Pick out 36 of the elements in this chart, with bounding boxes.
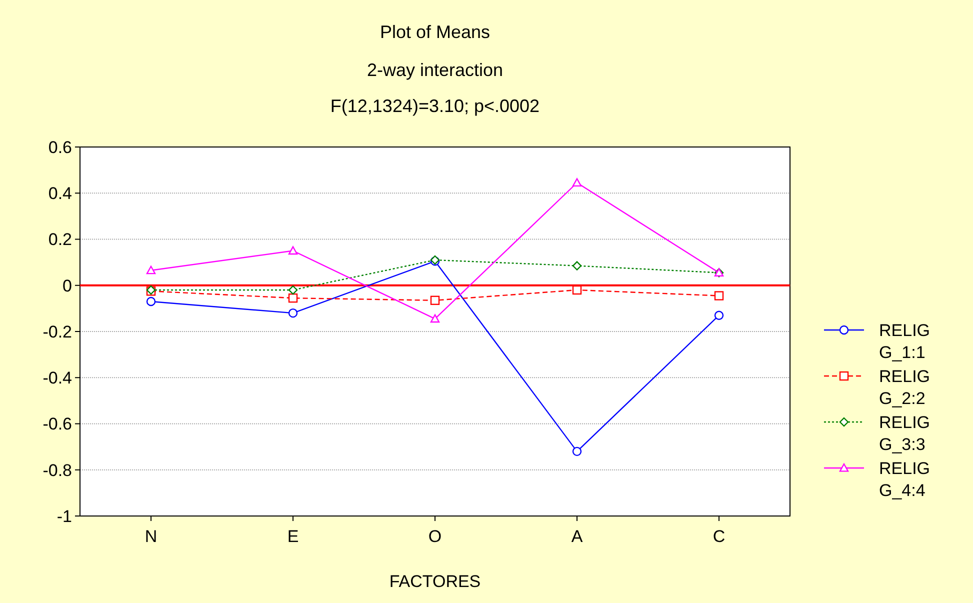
y-tick-label: 0.2 <box>48 230 72 250</box>
y-tick-label: 0.4 <box>48 184 72 204</box>
point <box>288 293 298 303</box>
legend-label: RELIG G_2:2 <box>879 366 930 408</box>
y-tick-label: -0.4 <box>42 368 72 388</box>
y-tick-label: 0.6 <box>48 138 72 157</box>
point <box>430 296 440 305</box>
point <box>714 291 724 300</box>
x-tick-label: N <box>144 527 158 546</box>
point <box>572 446 582 456</box>
chart-subtitle: 2-way interaction <box>366 60 504 80</box>
x-tick-label: O <box>428 527 442 546</box>
point <box>288 246 298 255</box>
x-tick-label: E <box>287 527 299 546</box>
legend-label: RELIG G_1:1 <box>879 320 930 362</box>
chart-title: Plot of Means <box>380 22 490 42</box>
text: F(12,1324)=3.10; p<.0002 <box>330 96 540 116</box>
y-tick-label: 0 <box>62 276 72 296</box>
legend-label: RELIG G_4:4 <box>879 458 930 500</box>
point <box>430 314 440 323</box>
point <box>572 178 582 187</box>
legend-label: RELIG G_3:3 <box>879 412 930 454</box>
y-tick-label: -0.2 <box>42 322 72 342</box>
point <box>146 296 156 306</box>
point <box>572 261 582 270</box>
point <box>572 285 582 295</box>
x-tick-label: C <box>712 527 726 546</box>
point <box>288 285 298 295</box>
y-tick-label: -0.8 <box>42 460 72 480</box>
point <box>288 308 298 318</box>
y-tick-label: -0.6 <box>42 414 72 434</box>
x-tick-label: A <box>571 527 584 546</box>
y-tick-label: -1 <box>56 506 72 526</box>
point <box>714 310 724 320</box>
x-axis-title: FACTORES <box>389 572 481 591</box>
point <box>146 266 156 274</box>
